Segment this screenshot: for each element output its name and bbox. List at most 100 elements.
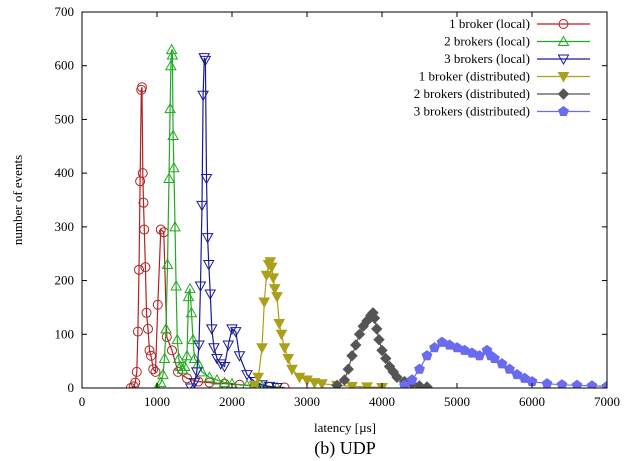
legend-label: 1 broker (distributed) <box>419 69 530 84</box>
plot-frame <box>81 11 608 389</box>
legend-swatch-marker <box>557 54 570 66</box>
data-point <box>184 282 196 294</box>
data-point <box>171 333 184 345</box>
data-point <box>188 378 201 388</box>
data-point <box>271 292 283 303</box>
data-point <box>137 82 147 93</box>
data-point <box>131 366 142 377</box>
data-point <box>202 259 215 271</box>
x-tick-label: 2000 <box>219 394 245 409</box>
data-point <box>139 224 150 235</box>
data-point <box>308 378 321 388</box>
series-layer <box>125 43 607 388</box>
data-point <box>331 379 343 388</box>
data-point <box>185 306 198 318</box>
data-point <box>167 345 177 356</box>
data-point <box>376 344 388 357</box>
legend-label: 2 brokers (distributed) <box>414 86 530 101</box>
data-point <box>258 297 271 309</box>
data-point <box>169 220 181 232</box>
data-point <box>218 376 231 388</box>
data-point <box>138 197 149 208</box>
data-point <box>371 323 383 335</box>
data-point <box>196 200 208 212</box>
x-tick-label: 5000 <box>444 394 470 409</box>
y-axis-label: number of events <box>10 155 25 245</box>
y-tick-label: 300 <box>55 219 75 234</box>
data-point <box>176 363 189 374</box>
data-point <box>211 353 223 365</box>
data-point <box>229 327 242 338</box>
data-point <box>353 328 366 340</box>
data-point <box>181 349 193 361</box>
data-point <box>489 352 500 363</box>
data-point <box>218 362 231 373</box>
data-point <box>496 358 508 369</box>
series-3 <box>184 53 283 388</box>
series-2 <box>153 43 281 388</box>
data-point <box>601 380 607 388</box>
data-point <box>346 381 358 388</box>
data-point <box>160 322 172 334</box>
data-point <box>155 224 166 235</box>
series-6 <box>399 336 607 388</box>
data-point <box>165 59 177 71</box>
legend-entry-3: 3 brokers (local) <box>444 51 590 66</box>
data-point <box>264 257 277 268</box>
data-point <box>166 48 179 60</box>
legend-entry-2: 2 brokers (local) <box>444 34 590 49</box>
y-tick-label: 0 <box>68 380 75 395</box>
data-point <box>211 373 223 385</box>
data-point <box>256 380 268 388</box>
data-point <box>168 161 180 173</box>
x-tick-label: 0 <box>79 394 86 409</box>
series-line <box>336 311 428 388</box>
data-point <box>197 90 209 102</box>
data-point <box>214 359 227 370</box>
data-point <box>157 368 169 380</box>
data-point <box>380 352 392 365</box>
data-point <box>541 378 553 388</box>
legend-swatch-marker <box>558 105 569 116</box>
data-point <box>421 350 433 361</box>
data-point <box>200 174 213 185</box>
data-point <box>161 258 174 269</box>
x-tick-label: 1000 <box>144 394 170 409</box>
data-point <box>203 371 216 382</box>
data-point <box>421 381 433 388</box>
series-1 <box>125 82 290 388</box>
data-point <box>256 343 268 354</box>
data-point <box>226 324 238 335</box>
legend-label: 3 brokers (local) <box>444 51 530 66</box>
series-line <box>190 57 278 388</box>
y-tick-label: 600 <box>55 58 75 73</box>
data-point <box>414 363 425 374</box>
legend-label: 3 brokers (distributed) <box>414 104 530 119</box>
data-point <box>141 307 152 318</box>
data-point <box>248 380 261 388</box>
series-line <box>130 87 285 388</box>
data-point <box>140 262 151 273</box>
data-point <box>204 289 217 301</box>
data-point <box>193 376 204 387</box>
figure-caption: (b) UDP <box>314 438 376 459</box>
data-point <box>556 379 568 388</box>
data-point <box>275 329 288 341</box>
data-point <box>263 381 276 388</box>
data-point <box>199 55 212 67</box>
legend-entry-1: 1 broker (local) <box>449 16 590 31</box>
data-point <box>134 264 144 275</box>
data-point <box>586 380 598 388</box>
data-point <box>182 290 195 302</box>
data-point <box>204 377 215 388</box>
data-point <box>208 343 220 354</box>
data-point <box>511 368 523 380</box>
legend-label: 2 brokers (local) <box>444 34 530 49</box>
data-point <box>571 379 583 388</box>
data-point <box>172 352 185 363</box>
data-point <box>361 382 373 388</box>
data-point <box>252 372 265 384</box>
data-point <box>413 380 426 388</box>
legend-label: 1 broker (local) <box>449 16 530 31</box>
legend-swatch-marker <box>557 72 570 83</box>
